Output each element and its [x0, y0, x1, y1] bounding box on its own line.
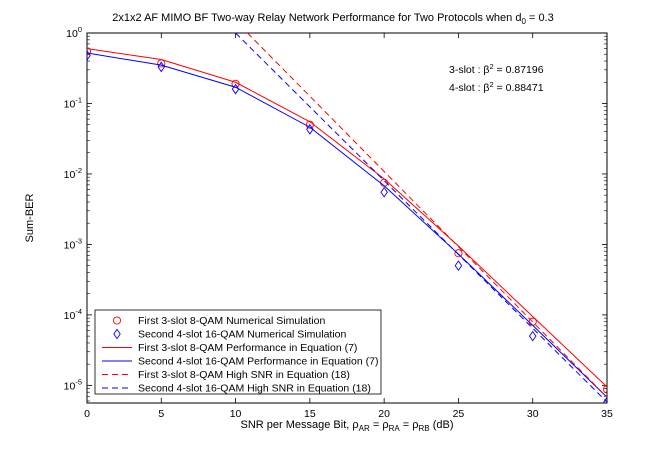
series-1-point	[528, 330, 537, 342]
legend-key-circle	[112, 316, 122, 325]
y-tick-label: 100	[66, 25, 82, 40]
annotation-4slot-beta: 4-slot : β2 = 0.88471	[449, 80, 544, 94]
legend-label-eq18-4slot: Second 4-slot 16-QAM High SNR in Equatio…	[138, 383, 371, 395]
x-tick-label: 35	[601, 408, 613, 420]
x-tick-label: 20	[378, 408, 390, 420]
y-tick-label: 10-3	[64, 236, 82, 251]
x-tick-label: 25	[453, 408, 465, 420]
legend: First 3-slot 8-QAM Numerical Simulation …	[94, 309, 382, 395]
series-0-point	[454, 249, 463, 258]
x-axis-label: SNR per Message Bit, ρAR = ρRA = ρRB (dB…	[241, 419, 454, 433]
series-2-line	[87, 48, 607, 388]
legend-label-sim-4slot: Second 4-slot 16-QAM Numerical Simulatio…	[138, 329, 346, 341]
series-1-point	[454, 260, 463, 272]
series-1-point	[306, 123, 314, 135]
series-1-point	[87, 50, 91, 61]
series-5-line	[235, 33, 607, 403]
legend-box	[94, 309, 382, 395]
x-tick-label: 30	[527, 408, 539, 420]
axis-ticks: 0 5 10 15 20 25 30 35 100 10-1 10-2 10-3 10-4 10-5	[64, 25, 613, 420]
series-3-line	[87, 52, 607, 398]
annotation-3slot-beta: 3-slot : β2 = 0.87196	[449, 62, 544, 76]
x-tick-label: 5	[158, 408, 164, 420]
chart-title: 2x1x2 AF MIMO BF Two-way Relay Network P…	[112, 12, 553, 26]
series-0-point	[87, 47, 92, 56]
series-0-point	[602, 385, 607, 394]
legend-keys	[102, 316, 132, 389]
legend-key-diamond	[113, 328, 121, 340]
x-tick-label: 10	[230, 408, 242, 420]
legend-label-eq7-3slot: First 3-slot 8-QAM Performance in Equati…	[138, 342, 357, 354]
series-1-point	[231, 83, 240, 95]
y-axis-label: Sum-BER	[24, 193, 36, 242]
y-tick-label: 10-5	[64, 377, 82, 392]
series-4-line	[247, 33, 607, 398]
legend-label-eq7-4slot: Second 4-slot 16-QAM Performance in Equa…	[138, 356, 378, 368]
series-layer	[87, 33, 607, 403]
y-tick-label: 10-4	[64, 307, 82, 322]
series-1-point	[380, 186, 388, 198]
y-tick-label: 10-2	[64, 166, 82, 181]
y-tick-label: 10-1	[64, 95, 82, 110]
x-tick-label: 15	[304, 408, 316, 420]
x-tick-label: 0	[84, 408, 90, 420]
legend-label-sim-3slot: First 3-slot 8-QAM Numerical Simulation	[138, 315, 325, 327]
legend-label-eq18-3slot: First 3-slot 8-QAM High SNR in Equation …	[138, 369, 350, 381]
